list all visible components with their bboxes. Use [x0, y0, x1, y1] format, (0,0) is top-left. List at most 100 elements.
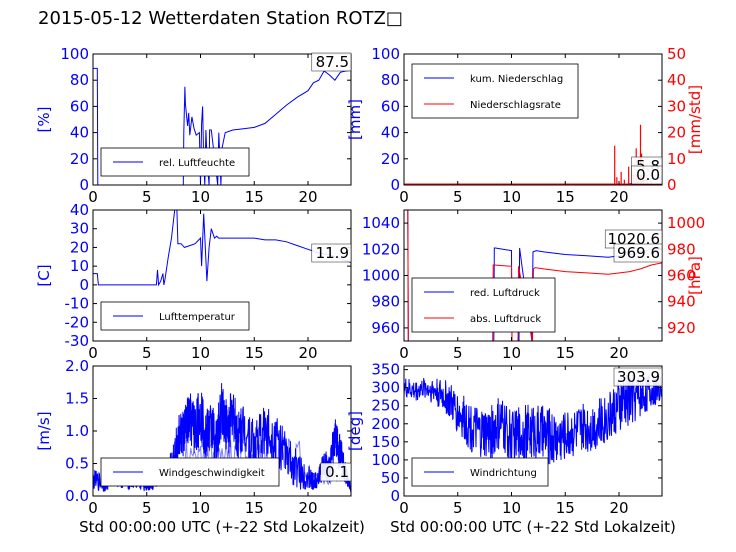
x-tick-label: 0	[88, 188, 98, 206]
x-tick-label: 10	[191, 499, 210, 517]
x-tick-label: 15	[245, 344, 264, 362]
x-tick-label: 5	[453, 344, 463, 362]
y-axis-label: [%]	[35, 107, 53, 133]
y-tick-label: 80	[381, 71, 400, 89]
x-tick-label: 5	[142, 344, 152, 362]
x-tick-label: 0	[88, 499, 98, 517]
y-tick-label: 1000	[362, 267, 400, 285]
legend: rel. Luftfeuchte	[100, 147, 250, 177]
y-tick-label: 40	[381, 124, 400, 142]
axes-frame	[403, 365, 663, 497]
x-tick-label: 20	[298, 188, 317, 206]
y-axis-label: [C]	[35, 264, 53, 286]
panel-temperature: 0 5 10 15 20-30-20-10010203040[C]Lufttempera…	[35, 201, 352, 362]
x-tick-label: 20	[609, 188, 628, 206]
legend: kum. Niederschlag Niederschlagsrate	[411, 63, 579, 119]
y-tick-label: 960	[371, 319, 400, 337]
series-line	[404, 373, 662, 467]
y-tick-label: 0	[79, 176, 89, 194]
x-tick-label: 20	[298, 344, 317, 362]
y-tick-label: 200	[371, 415, 400, 433]
y-tick-label: 40	[70, 124, 89, 142]
legend: Lufttemperatur	[100, 301, 250, 331]
x-tick-label: 15	[245, 499, 264, 517]
last-value-label-right: 969.6	[617, 244, 660, 262]
x-tick-label: 5	[142, 499, 152, 517]
x-tick-label: 5	[453, 188, 463, 206]
y-tick-label: 980	[371, 293, 400, 311]
y-tick-label: 20	[70, 150, 89, 168]
x-tick-label: 20	[609, 499, 628, 517]
plot-area	[93, 210, 351, 287]
y-tick-label: 0	[79, 276, 89, 294]
legend-label: kum. Niederschlag	[470, 74, 563, 85]
y-tick-label-right: 0	[667, 176, 677, 194]
axes-frame	[92, 209, 352, 342]
y-tick-label-right: 50	[667, 45, 686, 63]
last-value-label: 87.5	[316, 53, 349, 71]
y-tick-label: 60	[70, 97, 89, 115]
last-value-label: 1020.6	[608, 230, 661, 248]
y-tick-label: 150	[371, 433, 400, 451]
last-value-label: 303.9	[617, 368, 660, 386]
figure-title: 2015-05-12 Wetterdaten Station ROTZ□	[38, 8, 403, 29]
y-tick-label: 300	[371, 379, 400, 397]
y-tick-label: 0.5	[65, 455, 89, 473]
legend: red. Luftdruck abs. Luftdruck	[411, 277, 556, 333]
y-tick-label: 50	[381, 469, 400, 487]
y-tick-label: 0.0	[65, 487, 89, 505]
y-tick-label-right: 1000	[667, 214, 705, 232]
x-tick-label: 10	[191, 344, 210, 362]
y-axis-label-right: [mm/std]	[686, 85, 704, 154]
y-tick-label: 100	[371, 451, 400, 469]
y-tick-label-right: 40	[667, 71, 686, 89]
x-tick-label: 10	[502, 188, 521, 206]
panel-precipitation: 0 5 10 15 20 0 20 40 60 80 100 0 10 20 30 40 50 [mm] [mm/s…	[346, 45, 704, 206]
y-tick-label-right: 30	[667, 97, 686, 115]
y-tick-label: -30	[65, 332, 90, 350]
x-tick-label: 0	[399, 499, 409, 517]
x-tick-label: 10	[191, 188, 210, 206]
y-tick-label: 100	[371, 45, 400, 63]
legend-label: Windrichtung	[470, 468, 537, 479]
axes-frame	[403, 53, 663, 186]
x-axis-label: Std 00:00:00 UTC (+-22 Std Lokalzeit)	[390, 518, 676, 536]
y-tick-label: 40	[70, 201, 89, 219]
legend-box	[411, 277, 556, 333]
y-axis-label: [m/s]	[35, 411, 53, 450]
x-tick-label: 15	[556, 188, 575, 206]
y-tick-label: 1.0	[65, 422, 89, 440]
x-axis-label: Std 00:00:00 UTC (+-22 Std Lokalzeit)	[79, 518, 365, 536]
x-tick-label: 15	[556, 499, 575, 517]
panel-humidity: 0 5 10 15 20 0 20 40 60 80 100 [%] rel. Luftfeuchte 8…	[35, 45, 352, 206]
x-tick-label: 0	[399, 344, 409, 362]
series-line	[93, 210, 351, 287]
y-tick-label: 30	[70, 220, 89, 238]
legend: Windrichtung	[411, 457, 549, 487]
last-value-label-right: 0.0	[636, 166, 660, 184]
y-axis-label-right: [hPa]	[686, 256, 704, 295]
x-tick-label: 0	[88, 344, 98, 362]
x-tick-label: 5	[142, 188, 152, 206]
y-tick-label-right: 980	[667, 240, 696, 258]
legend-label: rel. Luftfeuchte	[159, 158, 235, 169]
panel-windspeed: 0 5 10 15 20 0.0 0.5 1.0 1.5 2.0 [m/s] Std 00:00:00…	[35, 357, 365, 536]
plot-area	[404, 373, 662, 467]
y-tick-label-right: 960	[667, 267, 696, 285]
x-tick-label: 20	[298, 499, 317, 517]
y-tick-label: 20	[381, 150, 400, 168]
last-value-label: 0.1	[325, 463, 349, 481]
x-tick-label: 0	[399, 188, 409, 206]
y-tick-label-right: 10	[667, 150, 686, 168]
x-tick-label: 15	[556, 344, 575, 362]
y-tick-label: -10	[65, 295, 90, 313]
x-tick-label: 15	[245, 188, 264, 206]
legend-box	[100, 301, 250, 331]
y-tick-label: 60	[381, 97, 400, 115]
axes-frame	[92, 53, 352, 186]
plot-area	[404, 124, 662, 185]
legend-label: Lufttemperatur	[159, 312, 236, 323]
y-tick-label: 100	[60, 45, 89, 63]
